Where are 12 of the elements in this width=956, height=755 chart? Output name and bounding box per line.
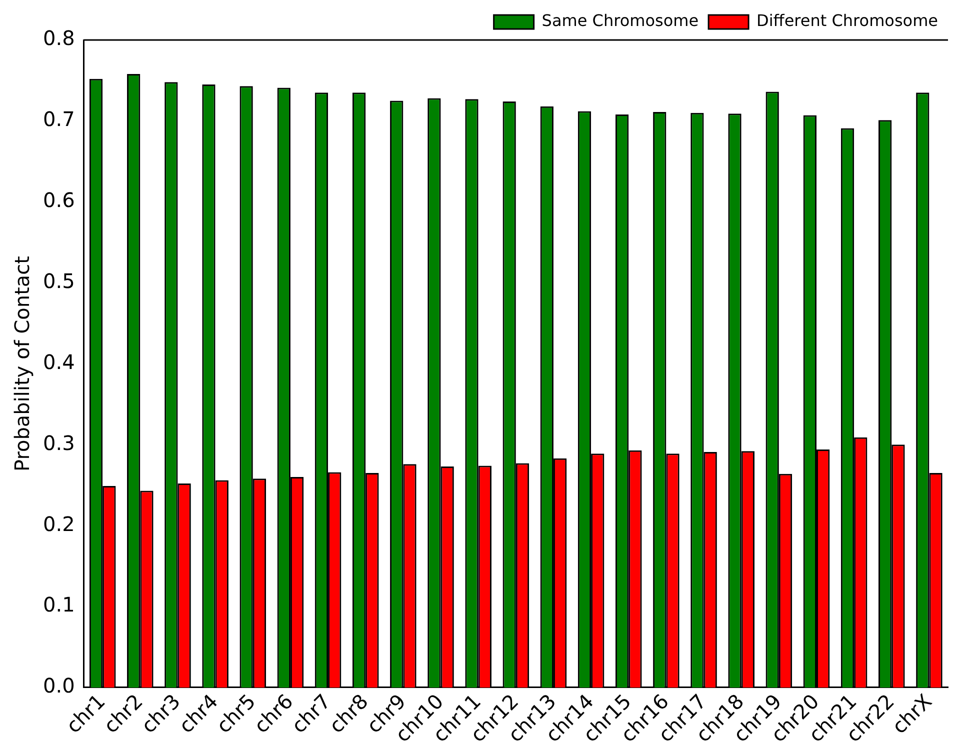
legend-label: Different Chromosome (756, 11, 938, 30)
y-tick-label: 0.5 (42, 269, 75, 294)
y-tick-label: 0.4 (42, 350, 75, 374)
y-tick-label: 0.6 (42, 188, 75, 212)
y-tick-label: 0.0 (42, 674, 75, 698)
y-tick-label: 0.7 (42, 107, 75, 132)
y-tick-label: 0.2 (42, 512, 75, 536)
y-tick-label: 0.1 (42, 592, 75, 617)
y-axis-title: Probability of Contact (10, 256, 34, 472)
legend-label: Same Chromosome (542, 11, 699, 30)
y-tick-label: 0.3 (42, 430, 75, 455)
y-tick-label: 0.8 (42, 26, 75, 50)
